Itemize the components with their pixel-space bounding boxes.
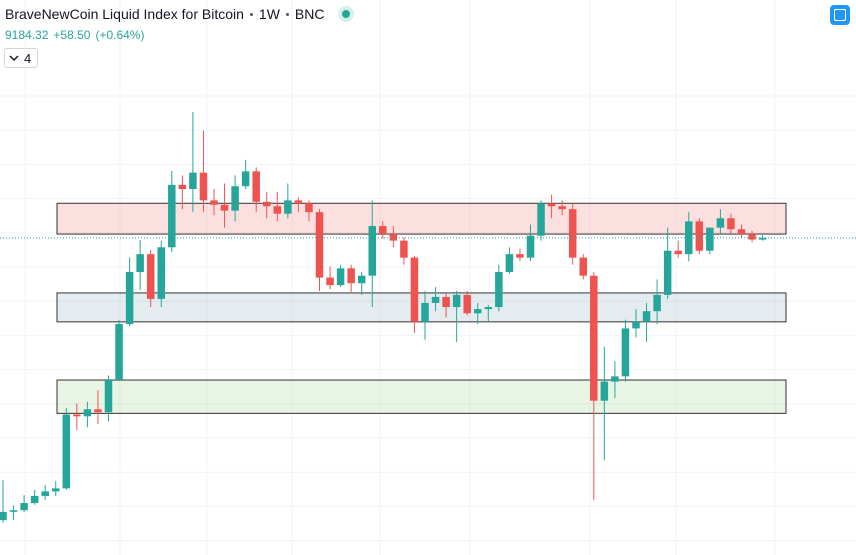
candle-body xyxy=(231,186,239,211)
candle-body xyxy=(305,203,313,213)
candle-body xyxy=(294,200,303,204)
candle-body xyxy=(716,218,725,228)
candle-body xyxy=(452,294,461,308)
candle-body xyxy=(62,414,71,489)
candle-body xyxy=(178,184,187,189)
candle-body xyxy=(115,324,123,381)
candle-body xyxy=(189,172,197,189)
candle-body xyxy=(104,380,113,413)
interval[interactable]: 1W xyxy=(258,6,280,22)
candle-body xyxy=(727,218,735,230)
candle-body xyxy=(0,511,7,521)
candle-body xyxy=(83,409,92,417)
candle-body xyxy=(368,226,376,276)
exchange: BNC xyxy=(294,6,325,22)
candle-body xyxy=(505,254,514,272)
candle-body xyxy=(347,268,355,284)
candle-body xyxy=(758,237,767,240)
candle-body xyxy=(379,226,387,235)
candle-body xyxy=(136,254,144,272)
candle-body xyxy=(41,491,49,496)
candle-body xyxy=(748,234,756,240)
candle-body xyxy=(737,229,746,235)
candle-body xyxy=(516,254,524,258)
candle-body xyxy=(94,409,102,413)
candle-body xyxy=(125,271,134,325)
candle-body xyxy=(220,204,229,211)
candle-body xyxy=(611,376,619,382)
candle-body xyxy=(400,240,408,258)
candle-body xyxy=(653,294,661,312)
candle-body xyxy=(252,171,260,202)
candle-body xyxy=(9,510,18,512)
candle-body xyxy=(421,302,429,322)
zone xyxy=(56,202,787,235)
candle-body xyxy=(632,321,640,329)
candle-body xyxy=(168,184,176,248)
candle-body xyxy=(706,227,714,251)
indicators-toggle[interactable]: 4 xyxy=(4,48,39,68)
candle-body xyxy=(600,381,609,401)
candle-body xyxy=(526,235,535,258)
zone xyxy=(56,379,787,414)
candle-body xyxy=(199,172,208,201)
last-price: 9184.32 xyxy=(5,28,49,42)
symbol-header: BraveNewCoin Liquid Index for Bitcoin 1W B… xyxy=(5,6,355,22)
candle-body xyxy=(315,212,324,278)
change: +58.50 xyxy=(53,28,91,42)
candle-body xyxy=(663,250,672,295)
candle-body xyxy=(241,171,250,187)
separator xyxy=(249,12,253,16)
candle-body xyxy=(410,257,419,322)
candle-body xyxy=(547,203,556,207)
candle-body xyxy=(621,328,630,377)
candle-body xyxy=(685,221,693,255)
candle-body xyxy=(30,495,39,504)
candle-body xyxy=(20,503,28,511)
candle-body xyxy=(157,247,165,299)
candle-body xyxy=(463,294,471,314)
separator xyxy=(285,12,289,16)
candle-body xyxy=(474,309,482,314)
candle-body xyxy=(336,268,345,286)
candle-body xyxy=(73,414,81,417)
candle-body xyxy=(537,203,545,236)
candle-body xyxy=(484,307,493,310)
market-status[interactable] xyxy=(338,6,355,22)
candle-body xyxy=(357,275,366,284)
candle-body xyxy=(642,311,651,322)
candle-body xyxy=(590,275,598,401)
candle-body xyxy=(495,271,503,308)
change-percent: (+0.64%) xyxy=(95,28,145,42)
candle-body xyxy=(579,257,587,276)
chevron-icon xyxy=(9,54,19,61)
candle-body xyxy=(326,277,334,286)
candle-body xyxy=(695,221,704,251)
candle-body xyxy=(674,250,682,255)
candle-body xyxy=(273,206,282,214)
symbol-name[interactable]: BraveNewCoin Liquid Index for Bitcoin xyxy=(5,6,244,22)
candle-body xyxy=(263,201,271,207)
fullscreen-button[interactable] xyxy=(830,5,850,25)
candle-body xyxy=(284,200,292,214)
candle-body xyxy=(568,209,577,258)
candle-body xyxy=(431,296,440,303)
candle-body xyxy=(558,206,566,210)
indicators-count: 4 xyxy=(24,50,32,66)
price-line: 9184.32 +58.50 (+0.64%) xyxy=(5,28,149,42)
candle-body xyxy=(442,296,450,308)
candle-body xyxy=(210,200,218,205)
candle-body xyxy=(52,488,60,492)
candle-body xyxy=(146,254,155,299)
